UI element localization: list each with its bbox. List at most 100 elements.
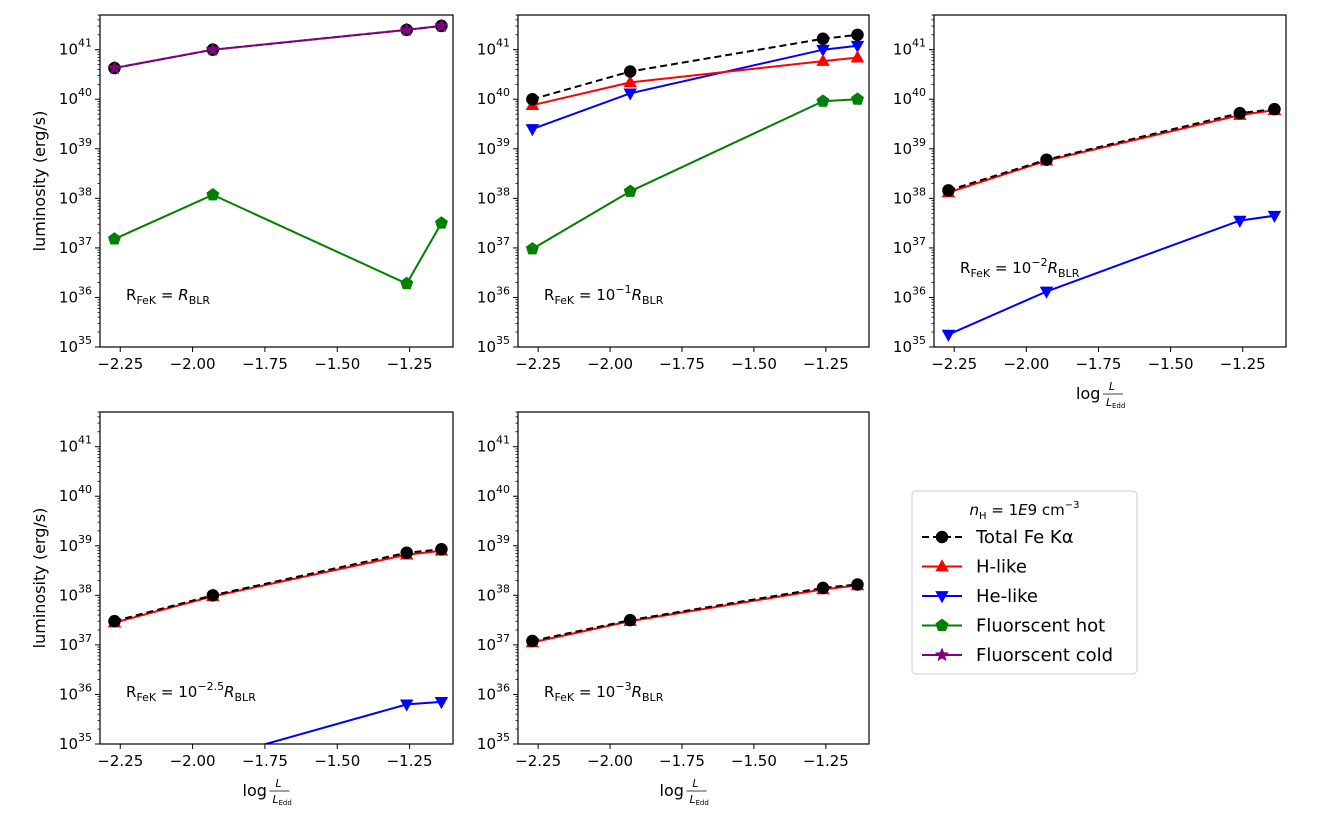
x-tick-label: −1.75: [242, 355, 288, 373]
x-tick-label: −2.25: [931, 355, 977, 373]
y-tick-label: 1039: [59, 136, 92, 158]
data-point: [400, 546, 413, 559]
svg-text:log: log: [243, 781, 267, 800]
x-tick-label: −1.50: [314, 752, 360, 770]
data-point: [399, 22, 414, 36]
panel-annotation: RFeK = RBLR: [126, 286, 210, 307]
data-point: [851, 28, 864, 42]
y-tick-label: 1036: [477, 284, 510, 306]
legend-label: Fluorscent cold: [976, 645, 1113, 666]
y-tick-label: 1040: [477, 483, 510, 505]
data-point: [109, 789, 121, 800]
series-he-like: [525, 40, 865, 137]
axes-frame: [99, 411, 454, 745]
legend-item-fluorscent-hot: Fluorscent hot: [922, 616, 1105, 637]
series-line: [114, 548, 442, 623]
y-tick-label: 1038: [893, 185, 926, 207]
data-point: [206, 589, 220, 602]
y-tick-label: 1035: [477, 334, 510, 356]
x-tick-label: −1.50: [314, 355, 360, 373]
y-tick-label: 1041: [893, 37, 926, 59]
x-axis-label: log LL Edd: [1076, 380, 1125, 410]
y-tick-label: 1037: [893, 235, 926, 257]
data-point: [525, 242, 539, 255]
legend-item-total-fe-k: Total Fe Kα: [922, 527, 1074, 548]
x-tick-label: −1.50: [731, 752, 777, 770]
series-line: [114, 549, 442, 624]
x-tick-label: −1.25: [387, 355, 433, 373]
data-point: [816, 581, 830, 595]
data-point: [107, 60, 122, 75]
y-tick-label: 1039: [477, 533, 510, 555]
y-axis-label: luminosity (erg/s): [30, 111, 49, 252]
panel-annotation: RFeK = 10−2.5RBLR: [126, 680, 256, 704]
plot-area: [525, 578, 865, 648]
data-point: [623, 613, 637, 627]
svg-text:Edd: Edd: [279, 799, 292, 807]
series-total-fe-k: [526, 578, 864, 648]
series-h-like: [941, 102, 1282, 198]
x-tick-label: −1.75: [659, 355, 705, 373]
y-tick-label: 1041: [59, 434, 92, 456]
legend-marker: [935, 559, 949, 572]
data-point: [623, 65, 637, 78]
x-tick-label: −1.75: [242, 752, 288, 770]
plot-area: [107, 543, 449, 800]
y-tick-label: 1041: [477, 37, 510, 59]
series-he-like: [109, 697, 449, 800]
x-axis-label: log LL Edd: [660, 777, 709, 807]
panel-5: −2.25 −2.00 −1.75 −1.50 −1.25 1035 1036 1037 103…: [477, 411, 870, 807]
panel-1: −2.25 −2.00 −1.75 −1.50 −1.25 1035 1036 1037 103…: [30, 14, 454, 373]
legend-item-he-like: He-like: [922, 586, 1038, 607]
series-line: [532, 56, 858, 107]
legend-label: He-like: [976, 586, 1038, 607]
data-point: [108, 614, 121, 628]
data-point: [1039, 286, 1054, 299]
series-h-like: [525, 578, 865, 648]
data-point: [1268, 102, 1281, 116]
data-point: [851, 578, 864, 591]
data-point: [1267, 210, 1282, 223]
plot-area: [107, 18, 449, 290]
data-point: [107, 232, 121, 245]
panel-3: −2.25 −2.00 −1.75 −1.50 −1.25 1035 1036 1037 103…: [893, 14, 1287, 410]
y-tick-label: 1037: [477, 235, 510, 257]
series-total-fe-k: [108, 543, 448, 628]
svg-text:L: L: [273, 793, 279, 806]
legend-marker: [935, 591, 949, 604]
svg-text:L: L: [1106, 396, 1112, 409]
x-tick-label: −1.50: [1148, 355, 1194, 373]
panel-4: −2.25 −2.00 −1.75 −1.50 −1.25 1035 1036 1037 103…: [30, 411, 454, 807]
series-line: [262, 700, 442, 744]
y-tick-label: 1035: [477, 731, 510, 753]
y-tick-label: 1036: [893, 284, 926, 306]
panel-annotation: RFeK = 10−1RBLR: [544, 283, 664, 307]
y-tick-label: 1038: [477, 185, 510, 207]
series-line: [531, 98, 858, 250]
series-line: [532, 44, 858, 130]
data-point: [942, 184, 955, 197]
data-point: [1040, 153, 1053, 166]
svg-text:Edd: Edd: [696, 799, 709, 807]
panel-2: −2.25 −2.00 −1.75 −1.50 −1.25 1035 1036 1037 103…: [477, 14, 870, 373]
x-tick-label: −2.00: [587, 752, 633, 770]
x-tick-label: −1.25: [803, 355, 849, 373]
series-fluorscent-hot: [525, 92, 864, 255]
x-tick-label: −1.25: [803, 752, 849, 770]
y-tick-label: 1040: [59, 483, 92, 505]
y-tick-label: 1041: [477, 434, 510, 456]
y-tick-label: 1035: [59, 731, 92, 753]
y-tick-label: 1035: [59, 334, 92, 356]
legend-label: H-like: [976, 557, 1027, 578]
legend-label: Total Fe Kα: [975, 527, 1074, 548]
y-axis-label: luminosity (erg/s): [30, 508, 49, 649]
series-he-like: [941, 210, 1282, 342]
y-tick-label: 1039: [477, 136, 510, 158]
svg-text:L: L: [690, 793, 696, 806]
data-point: [205, 42, 220, 56]
data-point: [851, 92, 864, 105]
panel-annotation: RFeK = 10−3RBLR: [544, 680, 664, 704]
series-fluorscent-hot: [107, 188, 448, 290]
data-point: [816, 94, 830, 107]
